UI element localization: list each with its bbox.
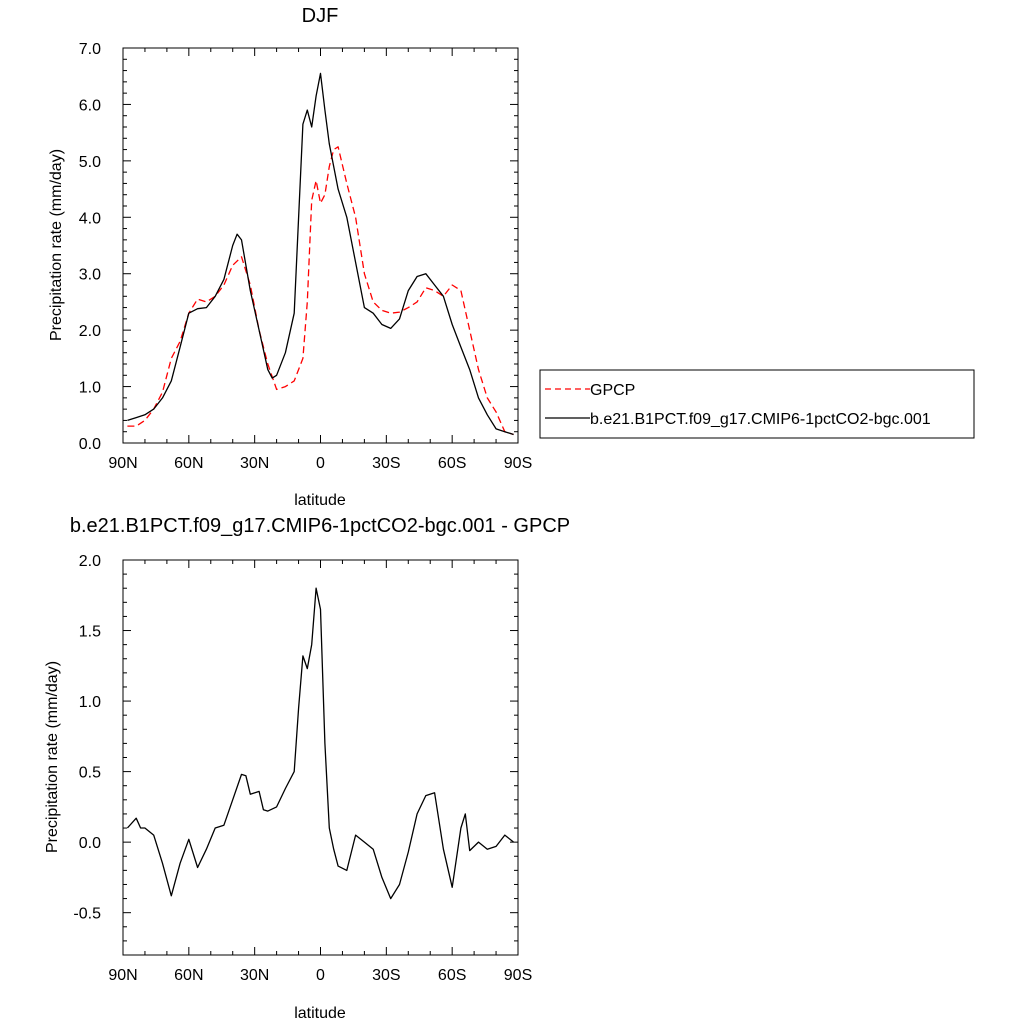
top-y-tick-label: 3.0 <box>79 267 101 284</box>
top-chart-title: DJF <box>302 5 339 27</box>
top-x-tick-label: 30S <box>372 455 400 472</box>
bottom-y-tick-label: 0.0 <box>79 835 101 852</box>
bottom-y-tick-label: 0.5 <box>79 765 101 782</box>
top-y-tick-label: 7.0 <box>79 41 101 58</box>
top-y-tick-label: 1.0 <box>79 380 101 397</box>
bottom-x-tick-label: 90N <box>108 967 137 984</box>
bottom-y-tick-label: -0.5 <box>73 906 101 923</box>
top-series-line-1 <box>127 72 514 436</box>
bottom-y-axis-label: Precipitation rate (mm/day) <box>44 661 61 853</box>
bottom-y-tick-label: 2.0 <box>79 553 101 570</box>
top-series-line-0 <box>127 146 514 436</box>
bottom-y-tick-label: 1.5 <box>79 624 101 641</box>
bottom-y-tick-label: 1.0 <box>79 694 101 711</box>
bottom-plot-frame <box>122 559 519 956</box>
legend-label-model: b.e21.B1PCT.f09_g17.CMIP6-1pctCO2-bgc.00… <box>590 411 931 428</box>
top-x-tick-label: 60N <box>174 455 203 472</box>
top-y-tick-label: 4.0 <box>79 210 101 227</box>
top-y-tick-label: 6.0 <box>79 97 101 114</box>
bottom-x-tick-label: 30N <box>240 967 269 984</box>
top-x-axis-label: latitude <box>294 492 346 509</box>
top-panel: DJF 90N 60N 30N 0 30S 60S 90S 0.0 1.0 2.0 3.0 4.0 5.… <box>48 5 532 509</box>
legend-box <box>539 369 975 439</box>
bottom-panel: b.e21.B1PCT.f09_g17.CMIP6-1pctCO2-bgc.00… <box>44 515 570 1022</box>
top-x-tick-label: 0 <box>316 455 325 472</box>
top-x-tick-label: 90N <box>108 455 137 472</box>
top-y-tick-label: 0.0 <box>79 436 101 453</box>
top-x-tick-label: 30N <box>240 455 269 472</box>
top-y-tick-label: 2.0 <box>79 323 101 340</box>
bottom-x-tick-label: 0 <box>316 967 325 984</box>
bottom-chart-title: b.e21.B1PCT.f09_g17.CMIP6-1pctCO2-bgc.00… <box>70 515 570 537</box>
bottom-x-tick-label: 60N <box>174 967 203 984</box>
bottom-x-tick-label: 60S <box>438 967 466 984</box>
bottom-x-tick-label: 90S <box>504 967 532 984</box>
top-y-tick-label: 5.0 <box>79 154 101 171</box>
top-y-axis-label: Precipitation rate (mm/day) <box>48 149 65 341</box>
legend-label-gpcp: GPCP <box>590 382 635 399</box>
legend: GPCP b.e21.B1PCT.f09_g17.CMIP6-1pctCO2-b… <box>539 369 975 439</box>
bottom-series-line-0 <box>126 587 515 900</box>
top-x-tick-label: 90S <box>504 455 532 472</box>
bottom-x-axis-label: latitude <box>294 1005 346 1022</box>
top-x-tick-label: 60S <box>438 455 466 472</box>
top-plot-frame <box>122 47 519 444</box>
bottom-x-tick-label: 30S <box>372 967 400 984</box>
